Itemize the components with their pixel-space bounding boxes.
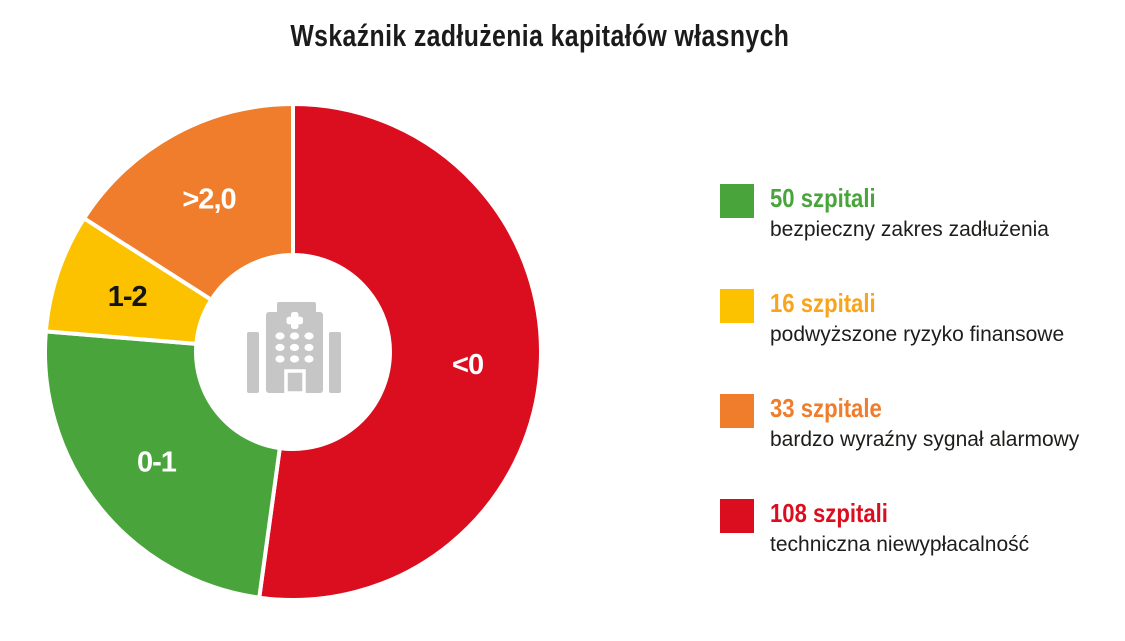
legend-item-insolvency: 108 szpitali techniczna niewypłacalność bbox=[720, 499, 1110, 557]
slice-label-3: >2,0 bbox=[182, 184, 235, 216]
legend-item-elevated-risk: 16 szpitali podwyższone ryzyko finansowe bbox=[720, 289, 1110, 347]
legend-item-alarm: 33 szpitale bardzo wyraźny sygnał alarmo… bbox=[720, 394, 1110, 452]
page-title-text: Wskaźnik zadłużenia kapitałów własnych bbox=[290, 18, 790, 53]
hospital-right-wing bbox=[329, 332, 341, 393]
legend: 50 szpitali bezpieczny zakres zadłużenia… bbox=[720, 184, 1110, 604]
legend-item-safe: 50 szpitali bezpieczny zakres zadłużenia bbox=[720, 184, 1110, 242]
legend-swatch-green bbox=[720, 184, 754, 218]
slice-label-0: <0 bbox=[452, 349, 483, 381]
legend-desc: techniczna niewypłacalność bbox=[770, 533, 1030, 556]
hospital-door bbox=[284, 369, 306, 395]
legend-count: 108 szpitali bbox=[770, 498, 888, 528]
legend-desc: bezpieczny zakres zadłużenia bbox=[770, 218, 1049, 241]
legend-count: 33 szpitale bbox=[770, 393, 882, 423]
hospital-left-wing bbox=[247, 332, 259, 393]
legend-count: 50 szpitali bbox=[770, 183, 876, 213]
legend-swatch-yellow bbox=[720, 289, 754, 323]
slice-label-1: 0-1 bbox=[137, 446, 177, 478]
legend-count: 16 szpitali bbox=[770, 288, 876, 318]
donut-slices: <0 0-1 1-2 >2,0 bbox=[43, 102, 543, 602]
medical-cross-icon bbox=[286, 312, 303, 329]
donut-segment-1 bbox=[43, 329, 282, 600]
slice-label-2: 1-2 bbox=[108, 281, 147, 313]
legend-swatch-red bbox=[720, 499, 754, 533]
donut-segment-0 bbox=[257, 102, 543, 602]
donut-segment-3 bbox=[82, 102, 295, 302]
legend-desc: podwyższone ryzyko finansowe bbox=[770, 323, 1065, 346]
legend-desc: bardzo wyraźny sygnał alarmowy bbox=[770, 428, 1080, 451]
hospital-tower bbox=[266, 312, 323, 393]
legend-swatch-orange bbox=[720, 394, 754, 428]
hospital-windows bbox=[275, 332, 314, 363]
hospital-icon bbox=[247, 302, 341, 395]
page-title: Wskaźnik zadłużenia kapitałów własnych bbox=[0, 18, 1080, 54]
